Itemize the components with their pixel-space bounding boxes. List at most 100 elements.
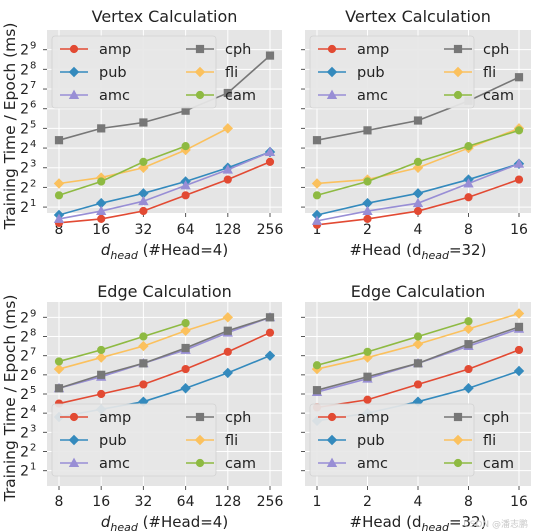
data-point-cph [363,126,372,135]
legend-label-cam: cam [483,456,514,472]
legend-marker-amp [69,44,79,54]
x-tick-label: 2 [363,222,372,238]
data-point-amc [138,195,149,206]
x-tick-label: 128 [214,494,241,510]
series-cam [54,318,190,366]
data-point-amp [97,389,106,399]
legend-marker-cph [195,44,205,54]
legend-label-cam: cam [225,456,256,472]
x-tick-label: 16 [92,222,110,238]
series-cph [312,322,524,395]
y-tick-exponent: 1 [30,198,36,209]
data-point-amp [265,328,275,337]
legend-marker-fli [452,434,464,446]
x-axis-label-rest: (#Head=4) [138,241,228,259]
data-point-amp [223,175,232,184]
data-point-amp [181,364,190,374]
data-point-amc [311,215,323,225]
y-tick-exponent: 3 [30,159,36,170]
x-tick-label: 8 [464,222,473,238]
legend-label-cph: cph [225,410,251,426]
series-amp [312,175,524,229]
data-point-amp [223,347,232,356]
y-tick-exponent: 9 [30,308,36,319]
data-point-fli [138,340,149,352]
y-tick-exponent: 7 [30,80,36,91]
y-tick-exponent: 1 [30,462,36,473]
data-point-fli [513,308,525,319]
series-amc [311,158,525,225]
y-tick-exponent: 5 [30,385,36,396]
data-point-fli [222,312,234,323]
x-axis-label-main: d [101,241,111,259]
data-point-amc [463,178,474,188]
data-point-fli [412,338,424,350]
legend-label-amp: amp [357,42,389,58]
legend: amp pub amc cph fli cam [309,403,514,477]
x-tick-label: 16 [510,222,528,238]
series-line-cam [316,320,469,367]
data-point-cph [181,343,190,353]
series-line-cam [58,322,186,363]
x-axis-label: dhead (#Head=4) [101,241,228,262]
chart-panel-4: Edge Calculation 1 2 4 8 16 #Head (dhead=32) am… [301,282,531,532]
legend-marker-amp [327,44,337,54]
legend-label-cam: cam [225,88,256,104]
chart-title: Edge Calculation [351,282,486,301]
series-line-cph [58,316,271,390]
data-point-cph [97,370,106,379]
data-point-fli [222,123,234,134]
y-tick-exponent: 8 [30,60,36,71]
y-axis-label-bottom: Training Time / Epoch (ms) [1,295,19,503]
data-point-pub [463,383,474,394]
data-point-amc [412,197,424,208]
data-point-fli [138,162,149,173]
x-axis-label-rest: =32) [449,241,487,259]
legend-label-amp: amp [99,410,131,426]
data-point-amp [514,175,524,184]
x-tick-label: 64 [177,494,195,510]
legend: amp pub amc cph fli cam [51,403,256,477]
legend-box [309,35,475,109]
y-tick-exponent: 5 [30,119,36,130]
series-line-cam [58,145,186,197]
x-tick-label: 8 [464,494,473,510]
legend-marker-cam [453,458,463,468]
x-tick-label: 16 [92,494,110,510]
data-point-amp [413,380,423,389]
legend-label-amc: amc [357,88,388,104]
data-point-amp [139,380,148,389]
y-axis-label-top: Training Time / Epoch (ms) [1,23,19,231]
y-tick-exponent: 9 [30,41,36,52]
x-tick-label: 256 [257,222,284,238]
series-amc [53,146,276,223]
data-point-cph [265,313,275,322]
data-point-cph [223,326,232,335]
x-axis-label-main: d [101,513,111,531]
series-amp [54,157,275,227]
data-point-cph [514,73,524,82]
x-tick-label: 64 [177,222,195,238]
data-point-cam [312,191,322,200]
legend-label-amc: amc [99,456,130,472]
series-cph [54,51,275,145]
legend-label-pub: pub [357,433,385,449]
legend-label-amp: amp [357,410,389,426]
watermark: CSDN @潘志鹏 [463,518,528,530]
y-tick-label: 2 [20,121,29,137]
data-point-fli [311,178,323,189]
legend-label-cph: cph [483,42,509,58]
data-point-cph [139,359,148,368]
legend-marker-pub [326,66,338,78]
y-tick-label: 2 [20,310,29,326]
data-point-amp [181,191,190,200]
x-axis-label: dhead (#Head=4) [101,513,228,532]
legend-label-pub: pub [357,65,385,81]
y-tick-label: 2 [20,330,29,346]
x-axis-label: #Head (dhead=32) [350,241,487,262]
data-point-cph [139,118,148,127]
data-point-amc [53,213,65,223]
x-axis-label-rest: (#Head=4) [138,513,228,531]
x-tick-label: 32 [134,494,152,510]
x-tick-label: 128 [214,222,241,238]
